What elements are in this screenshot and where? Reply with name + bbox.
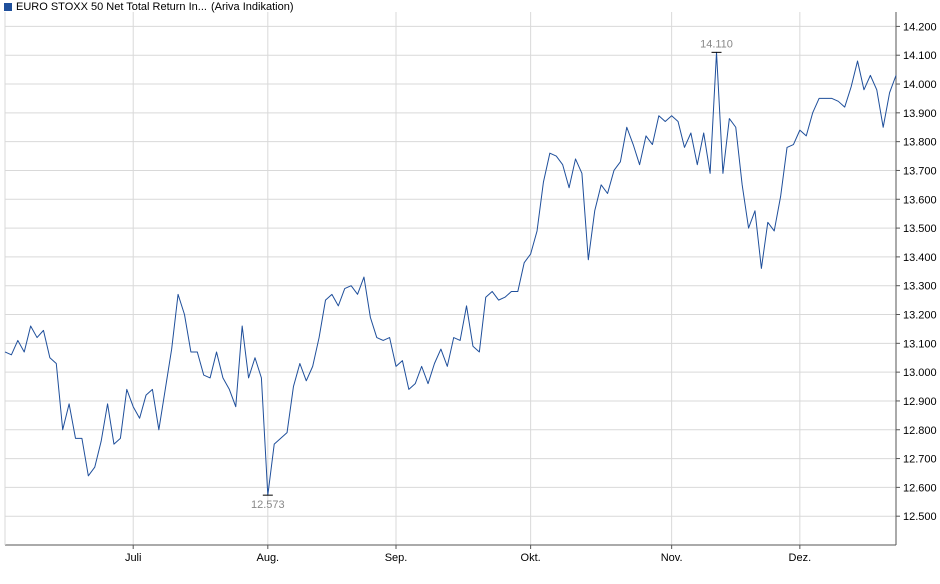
x-tick-label: Aug.	[256, 552, 279, 564]
y-tick-label: 12.800	[903, 425, 937, 437]
y-tick-label: 13.300	[903, 281, 937, 293]
y-tick-label: 12.600	[903, 482, 937, 494]
y-tick-label: 13.000	[903, 367, 937, 379]
y-tick-label: 13.400	[903, 252, 937, 264]
y-tick-label: 13.600	[903, 194, 937, 206]
extreme-value-label: 12.573	[251, 499, 285, 511]
x-tick-label: Okt.	[521, 552, 541, 564]
y-tick-label: 14.200	[903, 21, 937, 33]
y-tick-label: 13.700	[903, 165, 937, 177]
y-tick-label: 13.100	[903, 338, 937, 350]
legend-series-label: EURO STOXX 50 Net Total Return In...	[16, 0, 207, 13]
x-tick-label: Sep.	[385, 552, 408, 564]
y-tick-label: 13.900	[903, 108, 937, 120]
extreme-value-label: 14.110	[700, 38, 733, 50]
grid	[5, 12, 896, 545]
x-tick-label: Juli	[125, 552, 142, 564]
x-tick-label: Dez.	[789, 552, 812, 564]
series-layer	[4, 51, 897, 496]
axes: 12.500 12.600 12.700 12.800 12.900 13.000 13.1…	[4, 12, 937, 564]
y-tick-label: 13.500	[903, 223, 937, 235]
legend-swatch-icon	[4, 2, 12, 11]
y-tick-label: 13.200	[903, 310, 937, 322]
y-tick-label: 14.000	[903, 79, 937, 91]
y-tick-label: 12.900	[903, 396, 937, 408]
y-tick-label: 13.800	[903, 137, 937, 149]
series-line	[4, 51, 897, 496]
x-tick-label: Nov.	[661, 552, 683, 564]
legend-note: (Ariva Indikation)	[210, 0, 294, 13]
annotations: 14.110 12.573	[251, 38, 733, 511]
y-tick-label: 14.100	[903, 50, 937, 62]
legend: EURO STOXX 50 Net Total Return In... (Ar…	[4, 0, 294, 13]
y-tick-label: 12.700	[903, 454, 937, 466]
y-tick-label: 12.500	[903, 511, 937, 523]
